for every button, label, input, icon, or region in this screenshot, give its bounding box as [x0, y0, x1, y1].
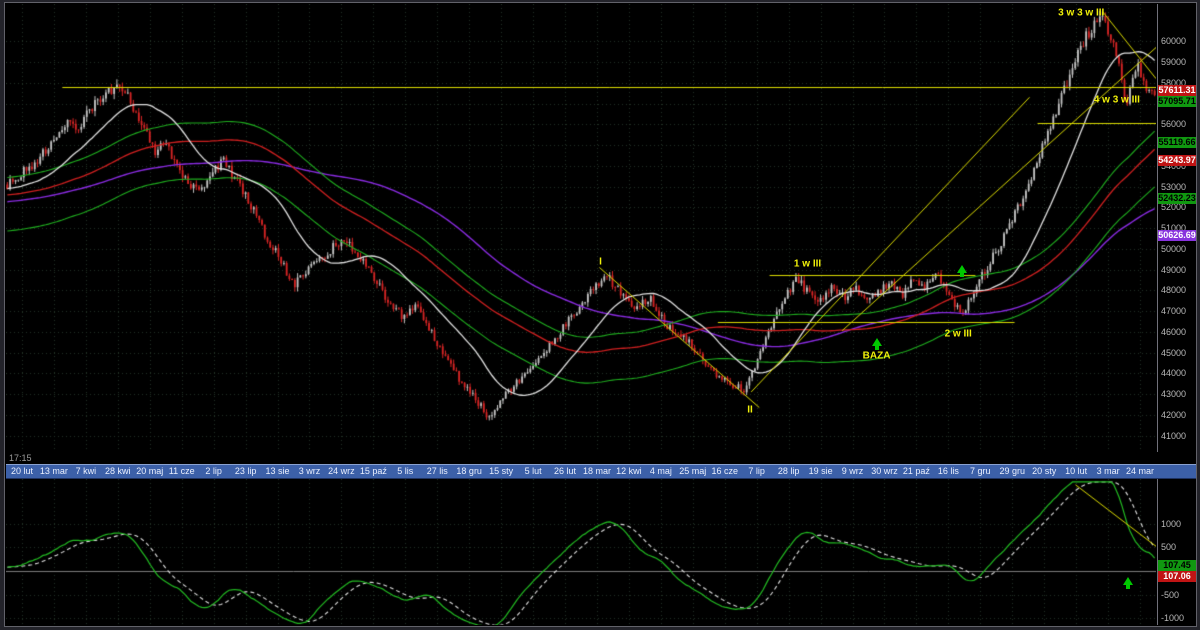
indicator-canvas[interactable]: [6, 479, 1156, 625]
price-tick-label: 53000: [1161, 181, 1187, 192]
date-tick-label: 16 lis: [937, 466, 959, 476]
price-tick-label: 42000: [1161, 409, 1187, 420]
date-tick-label: 2 lip: [205, 466, 222, 476]
date-tick-label: 5 lis: [397, 466, 414, 476]
date-tick-label: 20 lut: [10, 466, 33, 476]
date-tick-label: 27 lis: [426, 466, 448, 476]
last-update-time: 17:15: [9, 453, 32, 463]
price-tick-label: 47000: [1161, 306, 1187, 317]
date-tick-label: 15 sty: [489, 466, 514, 476]
date-tick-label: 26 lut: [554, 466, 577, 476]
price-tick-label: 49000: [1161, 264, 1187, 275]
price-tick-label: 44000: [1161, 368, 1187, 379]
date-tick-label: 15 paź: [359, 466, 387, 476]
indicator-tick-label: -1000: [1161, 613, 1185, 624]
date-tick-label: 20 sty: [1032, 466, 1057, 476]
price-tick-label: 50000: [1161, 243, 1187, 254]
indicator-badge: 107.45: [1158, 560, 1196, 572]
date-tick-label: 13 sie: [265, 466, 290, 476]
indicator-tick-label: 500: [1161, 542, 1177, 553]
price-tick-label: 41000: [1161, 430, 1187, 441]
date-tick-label: 7 gru: [970, 466, 991, 476]
price-tick-label: 59000: [1161, 57, 1187, 68]
date-tick-label: 18 mar: [582, 466, 611, 476]
price-badge: 52432.23: [1158, 192, 1196, 204]
date-tick-label: 28 lip: [777, 466, 800, 476]
price-tick-label: 60000: [1161, 36, 1187, 47]
date-tick-label: 30 wrz: [871, 466, 898, 476]
date-tick-label: 4 maj: [649, 466, 672, 476]
date-tick-label: 3 wrz: [298, 466, 321, 476]
date-tick-label: 10 lut: [1065, 466, 1088, 476]
date-tick-label: 7 kwi: [75, 466, 97, 476]
date-tick-label: 29 gru: [999, 466, 1026, 476]
price-badge: 50626.69: [1158, 230, 1196, 242]
price-badge: 57095.71: [1158, 96, 1196, 108]
price-tick-label: 45000: [1161, 347, 1187, 358]
date-tick-label: 21 paź: [902, 466, 930, 476]
date-tick-label: 12 kwi: [616, 466, 642, 476]
price-tick-label: 56000: [1161, 119, 1187, 130]
date-tick-label: 13 mar: [39, 466, 68, 476]
date-tick-label: 18 gru: [456, 466, 482, 476]
time-axis[interactable]: 20 lut 13 mar 7 kwi 28 kwi 20 maj 11 cze 2 lip…: [6, 464, 1196, 479]
price-badge: 54243.97: [1158, 155, 1196, 167]
date-tick-label: 20 maj: [136, 466, 164, 476]
price-chart-canvas[interactable]: [6, 4, 1156, 452]
date-tick-label: 25 maj: [679, 466, 707, 476]
price-axis[interactable]: 6000059000580005700056000550005400053000…: [1157, 4, 1196, 452]
date-tick-label: 7 lip: [748, 466, 765, 476]
date-tick-label: 24 mar: [1126, 466, 1155, 476]
price-badge: 57611.31: [1158, 85, 1196, 97]
price-tick-label: 48000: [1161, 285, 1187, 296]
date-tick-label: 9 wrz: [841, 466, 864, 476]
date-tick-label: 19 sie: [808, 466, 833, 476]
date-tick-label: 16 cze: [711, 466, 739, 476]
price-tick-label: 52000: [1161, 202, 1187, 213]
date-tick-label: 23 lip: [234, 466, 257, 476]
price-tick-label: 58000: [1161, 77, 1187, 88]
date-tick-label: 3 mar: [1096, 466, 1120, 476]
indicator-panel: [6, 479, 1156, 625]
date-tick-label: 28 kwi: [105, 466, 131, 476]
date-tick-label: 5 lut: [524, 466, 542, 476]
indicator-axis[interactable]: 1000 500 -500 -1000 107.45 107.06: [1157, 479, 1196, 625]
price-badge: 55119.66: [1158, 137, 1196, 149]
main-price-panel: [6, 4, 1156, 452]
chart-window: 3 w 3 w III 4 w 3 w III 1 w III 2 w III I II B…: [4, 2, 1197, 627]
time-info-row: 17:15: [6, 452, 1196, 464]
price-tick-label: 43000: [1161, 389, 1187, 400]
date-tick-label: 11 cze: [168, 466, 195, 476]
indicator-badge: 107.06: [1158, 571, 1196, 583]
price-tick-label: 51000: [1161, 223, 1187, 234]
price-tick-label: 46000: [1161, 326, 1187, 337]
indicator-tick-label: -500: [1161, 589, 1180, 600]
date-tick-label: 24 wrz: [328, 466, 355, 476]
indicator-tick-label: 1000: [1161, 518, 1182, 529]
